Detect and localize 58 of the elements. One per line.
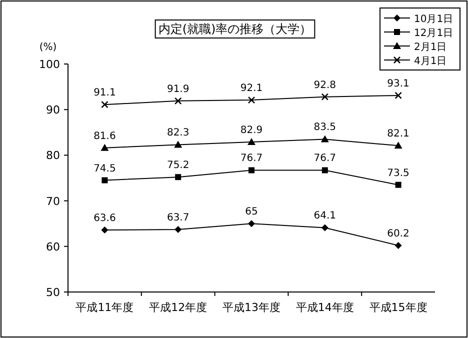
point xyxy=(248,138,256,145)
point xyxy=(101,226,108,234)
data-label: 92.8 xyxy=(314,80,336,91)
data-label: 76.7 xyxy=(314,153,336,164)
y-tick-label: 90 xyxy=(46,104,60,117)
point xyxy=(395,182,402,188)
title: 内定(就職)率の推移（大学） xyxy=(154,20,316,38)
y-tick-label: 60 xyxy=(46,240,60,254)
point xyxy=(322,167,328,174)
data-label: 91.9 xyxy=(166,84,190,95)
point xyxy=(101,100,108,108)
data-label: 82.9 xyxy=(240,124,263,136)
point xyxy=(248,167,254,174)
y-tick-label: 70 xyxy=(46,194,60,208)
point xyxy=(321,93,329,100)
y-tick-label: 80 xyxy=(46,149,60,162)
y-tick-label: 50 xyxy=(46,286,60,299)
data-label: 65 xyxy=(245,206,258,218)
data-label: 76.7 xyxy=(240,153,263,164)
data-label: 63.6 xyxy=(94,212,116,224)
data-label: 91.1 xyxy=(94,88,116,99)
data-label: 63.7 xyxy=(166,212,190,224)
y-tick-label: 100 xyxy=(39,58,60,71)
x-tick-label: 平成11年度 xyxy=(76,301,134,314)
data-label: 93.1 xyxy=(387,78,410,90)
point xyxy=(248,220,255,228)
point xyxy=(248,96,256,104)
x-tick-label: 平成12年度 xyxy=(149,301,208,314)
x-tick-label: 平成14年度 xyxy=(296,301,354,314)
point xyxy=(174,226,182,234)
x-tick-label: 平成13年度 xyxy=(222,301,280,314)
point xyxy=(320,135,329,142)
data-label: 82.3 xyxy=(166,128,190,139)
data-label: 74.5 xyxy=(94,163,116,174)
point xyxy=(175,174,182,180)
data-label: 60.2 xyxy=(387,228,410,240)
data-label: 82.1 xyxy=(387,128,410,140)
point xyxy=(321,224,328,232)
point xyxy=(394,92,402,100)
data-label: 75.2 xyxy=(166,160,190,172)
legend-label: 4月1日 xyxy=(414,56,447,67)
data-label: 81.6 xyxy=(94,130,116,142)
legend-label: 2月1日 xyxy=(414,42,447,53)
x-tick-label: 平成15年度 xyxy=(369,301,428,314)
data-label: 83.5 xyxy=(314,122,336,134)
data-label: 73.5 xyxy=(387,168,410,179)
data-label: 64.1 xyxy=(314,210,336,222)
point xyxy=(100,144,109,151)
y-axis-title: (%) xyxy=(39,42,57,53)
legend-label: 10月1日 xyxy=(414,14,454,25)
data-label: 92.1 xyxy=(240,83,263,94)
point xyxy=(394,142,402,149)
point xyxy=(174,140,182,148)
point xyxy=(174,97,182,105)
point xyxy=(394,242,402,249)
chart-title: 内定(就職)率の推移（大学） xyxy=(158,22,312,36)
point xyxy=(102,177,108,184)
legend-label: 12月1日 xyxy=(414,28,454,39)
